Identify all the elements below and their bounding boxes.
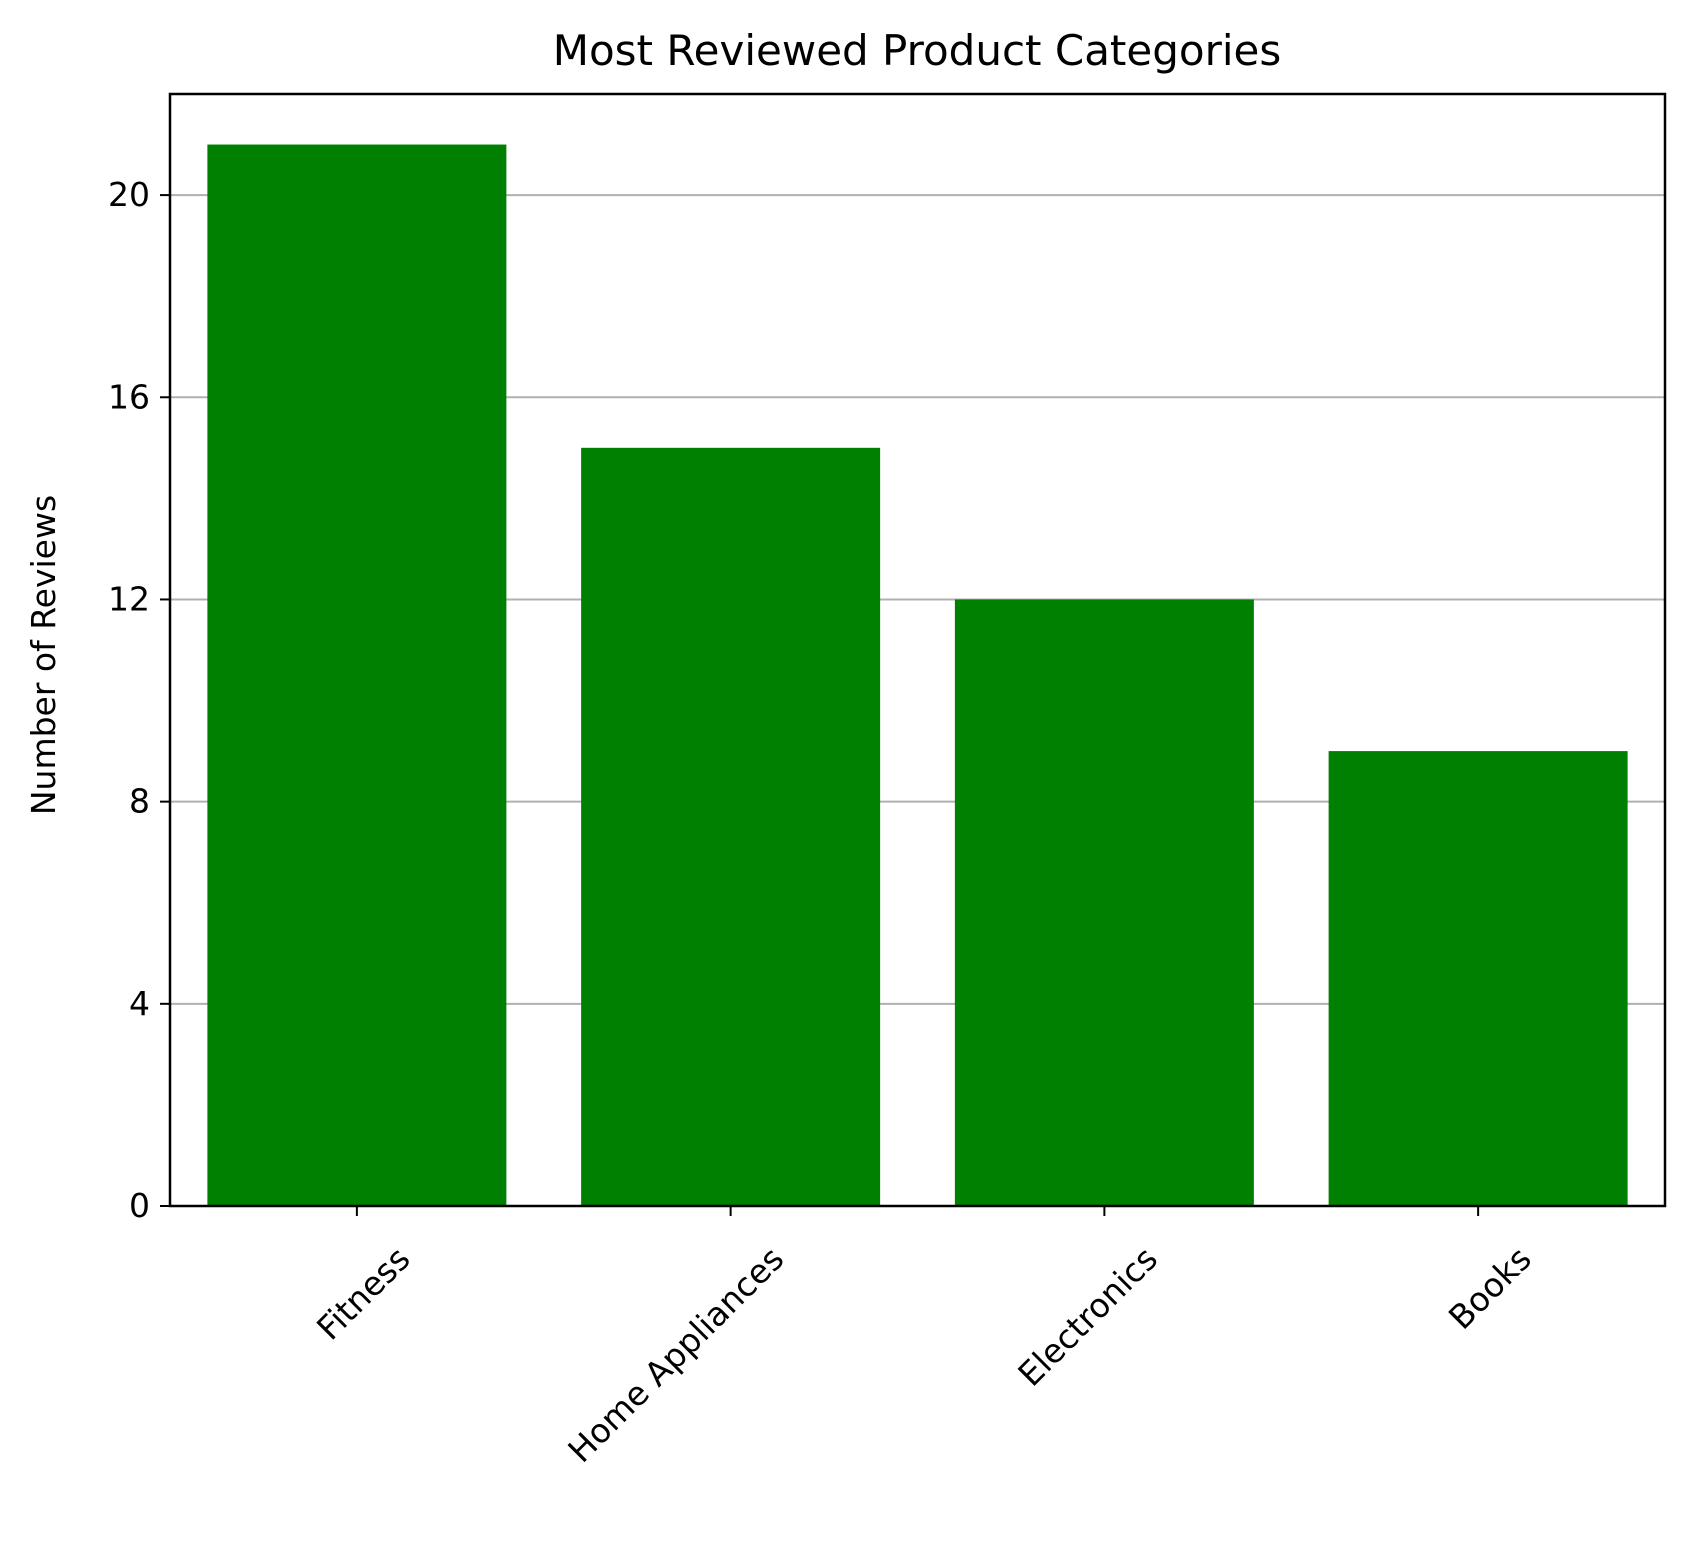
bar-home-appliances xyxy=(581,447,881,1206)
y-tick-label: 12 xyxy=(108,579,150,618)
y-tick-label: 16 xyxy=(108,377,150,416)
y-tick-label: 20 xyxy=(108,175,150,214)
y-tick-label: 0 xyxy=(129,1186,150,1225)
chart-title: Most Reviewed Product Categories xyxy=(553,26,1282,75)
y-tick-label: 4 xyxy=(129,984,150,1023)
y-tick-label: 8 xyxy=(129,782,150,821)
y-axis-label: Number of Reviews xyxy=(24,495,63,815)
bars xyxy=(207,144,1628,1207)
bar-fitness xyxy=(207,144,507,1207)
y-axis-ticks: 0 4 8 12 16 20 xyxy=(108,175,170,1225)
bar-electronics xyxy=(954,599,1254,1206)
plot-frame xyxy=(168,92,1667,1208)
bar-books xyxy=(1328,751,1628,1206)
